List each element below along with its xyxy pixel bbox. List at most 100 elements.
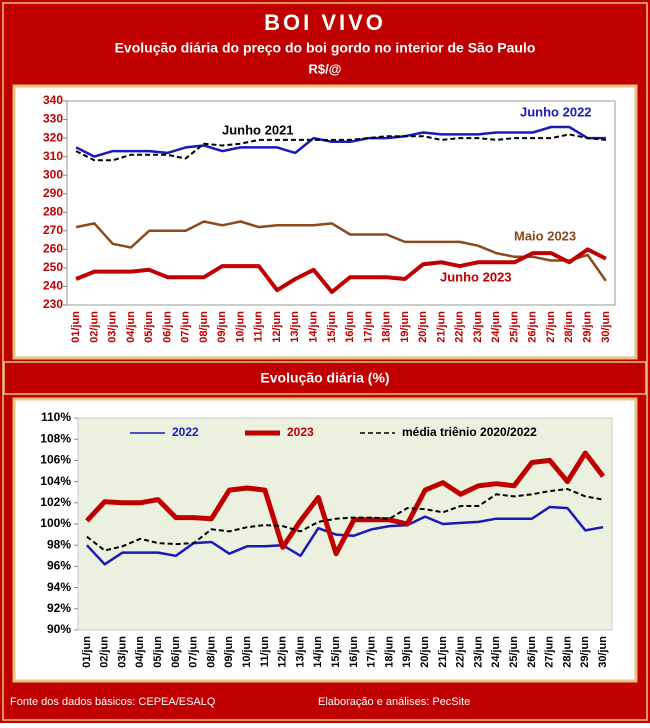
y-tick-label: 110% (41, 410, 71, 424)
series-label: Maio 2023 (514, 228, 576, 243)
x-tick-label: 05/jun (143, 311, 155, 343)
y-tick-label: 108% (40, 431, 71, 445)
x-tick-label: 29/jun (582, 311, 594, 343)
x-tick-label: 04/jun (125, 311, 137, 343)
x-tick-label: 19/jun (399, 311, 411, 343)
x-tick-label: 25/jun (508, 311, 520, 343)
x-tick-label: 29/jun (579, 636, 591, 668)
x-tick-label: 19/jun (401, 636, 413, 668)
x-tick-label: 02/jun (88, 311, 100, 343)
x-tick-label: 16/jun (344, 311, 356, 343)
y-tick-label: 100% (40, 516, 71, 530)
series-line (75, 247, 607, 294)
x-tick-label: 25/jun (508, 636, 520, 668)
x-tick-label: 12/jun (271, 311, 283, 343)
x-tick-label: 28/jun (563, 311, 575, 343)
x-tick-label: 22/jun (454, 311, 466, 343)
series-line (86, 488, 604, 552)
x-tick-label: 02/jun (99, 636, 111, 668)
y-tick-label: 94% (47, 580, 71, 594)
x-tick-label: 21/jun (437, 636, 449, 668)
series-line (75, 125, 606, 158)
x-tick-label: 15/jun (326, 311, 338, 343)
x-tick-label: 20/jun (419, 636, 431, 668)
y-tick-label: 260 (43, 242, 63, 256)
y-tick-label: 102% (40, 495, 71, 509)
y-tick-label: 92% (47, 601, 71, 615)
legend-label: 2022 (172, 425, 199, 439)
x-tick-label: 26/jun (526, 636, 538, 668)
y-tick-label: 330 (43, 112, 63, 126)
section-band (3, 361, 647, 395)
x-tick-label: 18/jun (383, 636, 395, 668)
x-tick-label: 13/jun (294, 636, 306, 668)
x-tick-label: 27/jun (544, 636, 556, 668)
x-tick-label: 23/jun (472, 636, 484, 668)
x-tick-label: 24/jun (490, 311, 502, 343)
x-tick-label: 07/jun (188, 636, 200, 668)
x-tick-label: 24/jun (490, 636, 502, 668)
x-tick-label: 21/jun (435, 311, 447, 343)
x-tick-label: 03/jun (116, 636, 128, 668)
y-tick-label: 106% (40, 453, 71, 467)
y-tick-label: 300 (43, 167, 63, 181)
x-tick-label: 07/jun (180, 311, 192, 343)
x-tick-label: 04/jun (134, 636, 146, 668)
x-tick-label: 05/jun (152, 636, 164, 668)
series-line (85, 450, 606, 557)
x-tick-label: 03/jun (107, 311, 119, 343)
legend-label: 2023 (287, 425, 314, 439)
x-tick-label: 06/jun (170, 636, 182, 668)
x-tick-label: 15/jun (330, 636, 342, 668)
footer-credit: Elaboração e análises: PecSite (318, 696, 470, 708)
x-tick-label: 08/jun (198, 311, 210, 343)
x-tick-label: 17/jun (362, 311, 374, 343)
chart-subtitle: R$/@ (309, 61, 342, 76)
footer-source: Fonte dos dados básicos: CEPEA/ESALQ (10, 696, 216, 708)
y-tick-label: 270 (43, 223, 63, 237)
y-tick-label: 290 (43, 186, 63, 200)
plot-area (77, 417, 613, 631)
x-tick-label: 11/jun (259, 636, 271, 667)
x-tick-label: 06/jun (161, 311, 173, 343)
x-tick-label: 11/jun (253, 311, 265, 342)
y-tick-label: 98% (47, 537, 71, 551)
y-tick-label: 250 (43, 260, 63, 274)
chart-title: Evolução diária (%) (260, 370, 389, 386)
x-tick-label: 12/jun (277, 636, 289, 668)
series-label: Junho 2023 (440, 269, 512, 284)
x-tick-label: 30/jun (600, 311, 612, 343)
series-line (75, 220, 607, 282)
x-tick-label: 13/jun (289, 311, 301, 343)
x-tick-label: 27/jun (545, 311, 557, 343)
x-tick-label: 23/jun (472, 311, 484, 343)
chart-title: Evolução diária do preço do boi gordo no… (115, 40, 536, 56)
series-line (75, 133, 606, 162)
y-tick-label: 280 (43, 204, 63, 218)
x-tick-label: 14/jun (308, 311, 320, 343)
x-tick-label: 22/jun (455, 636, 467, 668)
x-tick-label: 30/jun (597, 636, 609, 668)
series-label: Junho 2021 (222, 122, 294, 137)
y-tick-label: 96% (47, 559, 71, 573)
x-tick-label: 17/jun (366, 636, 378, 668)
series-label: Junho 2022 (520, 104, 592, 119)
y-tick-label: 340 (43, 93, 63, 107)
y-tick-label: 320 (43, 130, 63, 144)
x-tick-label: 10/jun (241, 636, 253, 668)
x-tick-label: 09/jun (216, 311, 228, 343)
x-tick-label: 01/jun (70, 311, 82, 343)
x-tick-label: 10/jun (234, 311, 246, 343)
y-tick-label: 310 (43, 149, 63, 163)
y-tick-label: 230 (43, 297, 63, 311)
x-tick-label: 20/jun (417, 311, 429, 343)
x-tick-label: 08/jun (205, 636, 217, 668)
x-tick-label: 26/jun (527, 311, 539, 343)
x-tick-label: 28/jun (561, 636, 573, 668)
y-tick-label: 104% (40, 474, 71, 488)
page-title: BOI VIVO (264, 10, 386, 35)
legend-label: média triênio 2020/2022 (402, 425, 537, 439)
x-tick-label: 01/jun (81, 636, 93, 668)
